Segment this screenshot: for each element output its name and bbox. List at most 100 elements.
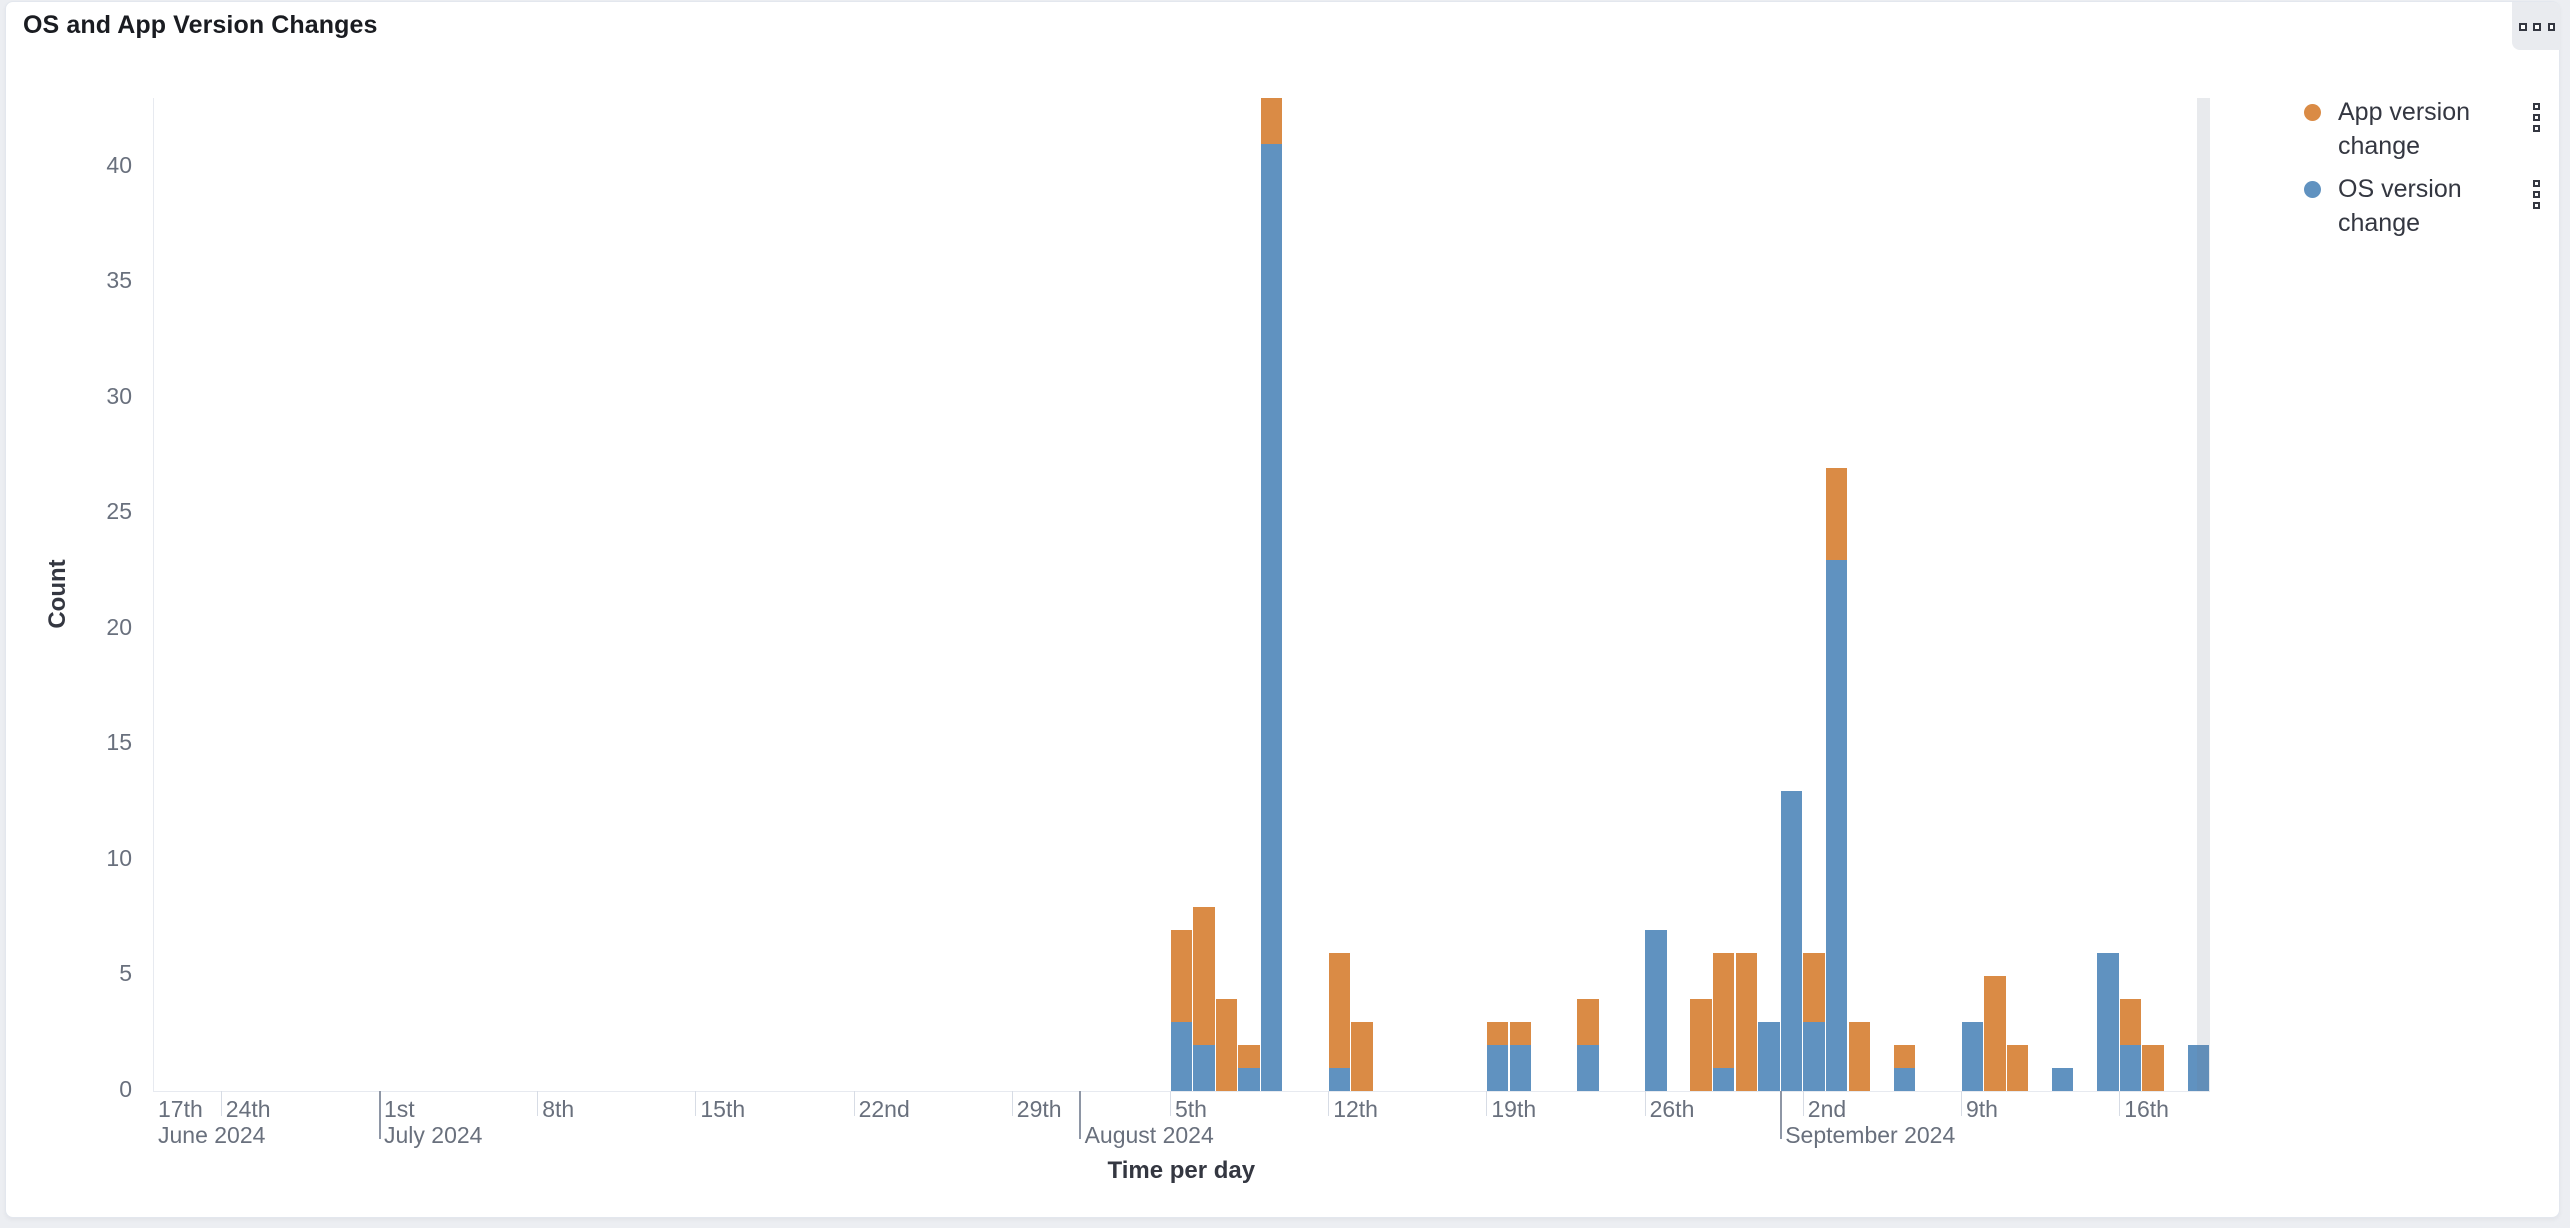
partial-bucket-endzone — [2197, 98, 2210, 1092]
bar-app-version-change[interactable] — [1193, 906, 1215, 1046]
x-tick-label: 24th — [225, 1096, 271, 1123]
y-tick-label: 25 — [106, 498, 132, 525]
bar-app-version-change[interactable] — [1803, 952, 1825, 1023]
bar-app-version-change[interactable] — [2119, 998, 2142, 1046]
legend-item-actions-button[interactable] — [2522, 180, 2550, 209]
bar-app-version-change[interactable] — [1215, 998, 1238, 1092]
bar-os-version-change[interactable] — [1261, 144, 1283, 1092]
visualization-panel: OS and App Version Changes Count Time pe… — [5, 1, 2560, 1218]
bar-os-version-change[interactable] — [1826, 560, 1848, 1092]
x-tick-mark — [2119, 1091, 2121, 1117]
x-tick-label: 15th — [700, 1096, 746, 1123]
x-tick-label: 22nd — [858, 1096, 910, 1123]
bar-app-version-change[interactable] — [1261, 98, 1283, 145]
x-tick-mark — [1170, 1091, 1171, 1117]
bar-app-version-change[interactable] — [1713, 952, 1735, 1069]
bar-os-version-change[interactable] — [1238, 1068, 1260, 1092]
month-label: August 2024 — [1084, 1122, 1214, 1149]
x-tick-mark — [1011, 1091, 1013, 1117]
bar-app-version-change[interactable] — [1577, 998, 1599, 1046]
bar-os-version-change[interactable] — [1328, 1068, 1351, 1092]
x-tick-label: 19th — [1491, 1096, 1537, 1123]
y-axis-line — [153, 98, 154, 1092]
y-tick-label: 20 — [106, 613, 132, 640]
bar-os-version-change[interactable] — [1193, 1045, 1215, 1092]
bar-os-version-change[interactable] — [1509, 1045, 1531, 1092]
x-tick-label: 12th — [1333, 1096, 1378, 1123]
x-tick-mark — [379, 1091, 380, 1117]
panel-title: OS and App Version Changes — [23, 11, 378, 39]
y-tick-label: 30 — [106, 382, 132, 409]
bar-os-version-change[interactable] — [1170, 1022, 1192, 1092]
bar-os-version-change[interactable] — [2187, 1045, 2209, 1092]
x-tick-mark — [853, 1091, 855, 1117]
x-tick-mark — [1644, 1091, 1646, 1117]
bar-app-version-change[interactable] — [1238, 1045, 1260, 1069]
x-tick-mark — [1486, 1091, 1488, 1117]
y-tick-label: 35 — [106, 267, 132, 294]
y-tick-label: 40 — [106, 151, 132, 178]
month-separator-line — [1779, 1091, 1782, 1140]
month-separator-line — [378, 1091, 381, 1140]
x-axis-title: Time per day — [1107, 1157, 1256, 1184]
y-tick-label: 0 — [119, 1075, 132, 1102]
x-tick-label: 29th — [1016, 1096, 1062, 1123]
x-tick-mark — [1802, 1091, 1804, 1117]
x-tick-label: 2nd — [1807, 1096, 1847, 1123]
bar-app-version-change[interactable] — [1984, 975, 2006, 1092]
x-tick-mark — [1961, 1091, 1962, 1117]
month-label: July 2024 — [384, 1122, 483, 1149]
legend-color-dot — [2304, 180, 2321, 198]
bar-app-version-change[interactable] — [1487, 1022, 1509, 1046]
x-tick-label: 8th — [542, 1096, 575, 1123]
bar-app-version-change[interactable] — [2006, 1045, 2029, 1092]
bar-app-version-change[interactable] — [1690, 998, 1712, 1092]
bar-app-version-change[interactable] — [1893, 1045, 1916, 1069]
legend-item-os-version-change[interactable]: OS version change — [2296, 172, 2562, 240]
ellipsis-squares-icon — [2519, 23, 2555, 31]
month-label: September 2024 — [1785, 1122, 1956, 1149]
x-tick-label: 17th — [158, 1096, 203, 1123]
bar-os-version-change[interactable] — [1487, 1045, 1509, 1092]
bar-os-version-change[interactable] — [1780, 791, 1803, 1092]
stacked-bar-chart: Count Time per day 0 5 10 15 20 25 30 35 40 17th 2… — [6, 2, 2570, 1228]
panel-options-button[interactable] — [2512, 2, 2560, 50]
bar-os-version-change[interactable] — [2097, 952, 2119, 1092]
bar-os-version-change[interactable] — [1713, 1068, 1735, 1092]
bar-app-version-change[interactable] — [1735, 952, 1757, 1092]
bar-app-version-change[interactable] — [2142, 1045, 2164, 1092]
bar-app-version-change[interactable] — [1328, 952, 1351, 1069]
bar-app-version-change[interactable] — [1826, 467, 1848, 561]
x-tick-mark — [220, 1091, 222, 1117]
vertical-ellipsis-squares-icon — [2532, 103, 2540, 132]
bar-os-version-change[interactable] — [1803, 1022, 1825, 1092]
bar-os-version-change[interactable] — [1645, 929, 1667, 1092]
bar-os-version-change[interactable] — [1577, 1045, 1599, 1092]
vertical-ellipsis-squares-icon — [2532, 180, 2540, 209]
bar-app-version-change[interactable] — [1170, 929, 1192, 1023]
legend-item-label: OS version change — [2338, 175, 2462, 237]
x-tick-label: 5th — [1175, 1096, 1207, 1123]
legend-item-label: App version change — [2338, 98, 2471, 160]
x-tick-mark — [695, 1091, 697, 1117]
month-label: June 2024 — [158, 1122, 266, 1149]
x-tick-mark — [537, 1091, 539, 1117]
y-tick-label: 5 — [119, 960, 132, 987]
x-tick-label: 16th — [2124, 1096, 2169, 1123]
x-tick-label: 1st — [384, 1096, 415, 1123]
y-axis-title: Count — [44, 559, 71, 629]
bar-os-version-change[interactable] — [1758, 1022, 1780, 1092]
x-axis-line — [153, 1091, 2210, 1093]
bar-app-version-change[interactable] — [1351, 1022, 1373, 1092]
legend-item-app-version-change[interactable]: App version change — [2296, 95, 2562, 163]
bar-os-version-change[interactable] — [1893, 1068, 1916, 1092]
bar-app-version-change[interactable] — [1509, 1022, 1531, 1046]
legend-item-actions-button[interactable] — [2522, 103, 2550, 132]
bar-os-version-change[interactable] — [2052, 1068, 2074, 1092]
month-separator-line — [1079, 1091, 1082, 1140]
x-tick-label: 9th — [1966, 1096, 1998, 1123]
bar-os-version-change[interactable] — [1961, 1022, 1983, 1092]
bar-app-version-change[interactable] — [1848, 1022, 1870, 1092]
x-tick-label: 26th — [1649, 1096, 1695, 1123]
bar-os-version-change[interactable] — [2119, 1045, 2142, 1092]
